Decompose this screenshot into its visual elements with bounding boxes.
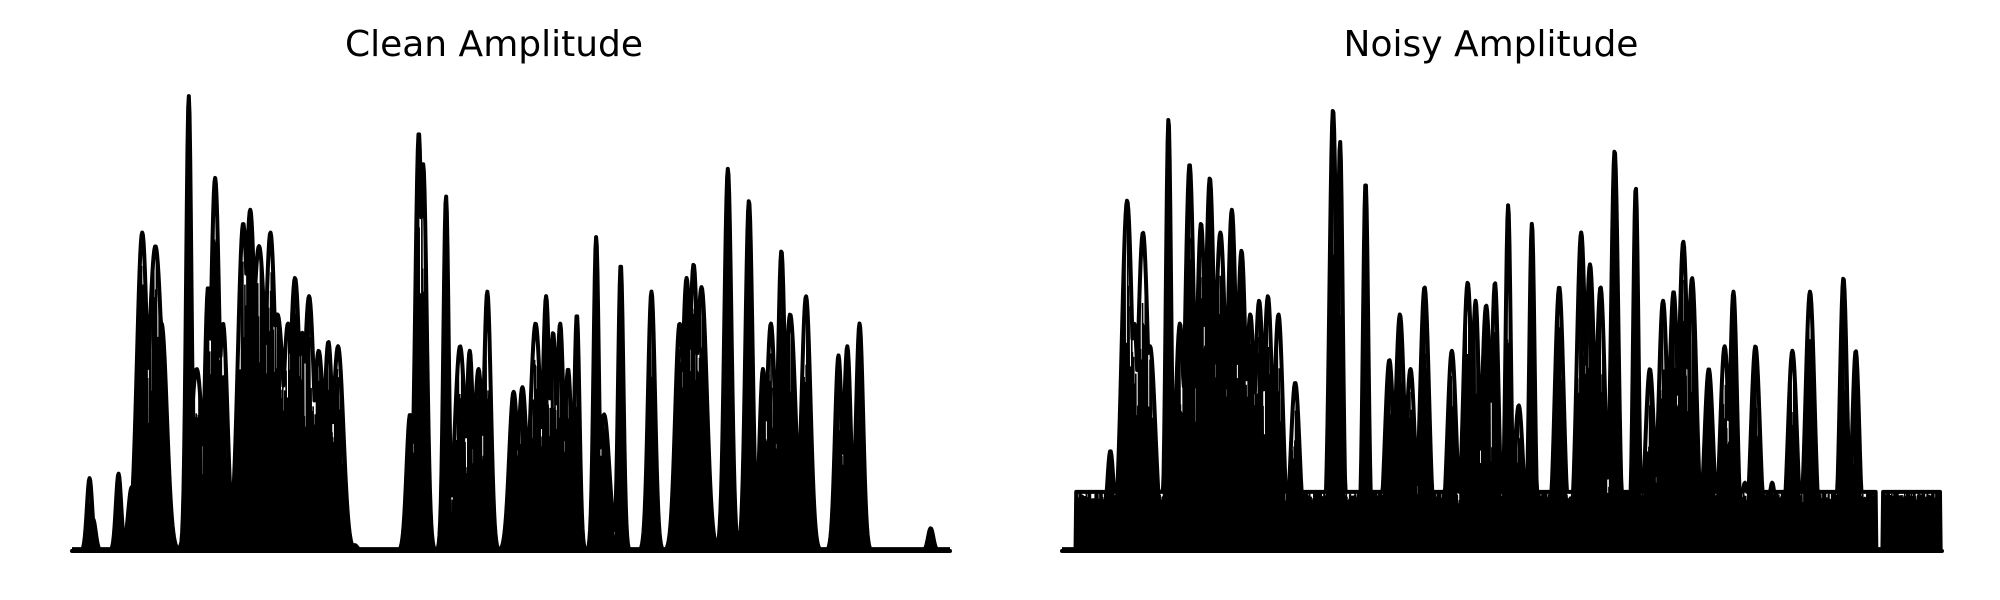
amplitude-signal-group [70, 94, 952, 553]
amplitude-line [1060, 108, 1944, 552]
noisy-amplitude-panel: Noisy Amplitude [1000, 0, 2000, 600]
noisy-amplitude-plot [1060, 108, 1944, 553]
clean-amplitude-panel: Clean Amplitude [70, 24, 952, 553]
amplitude-line [70, 94, 952, 552]
noisy-amplitude-title: Noisy Amplitude [1343, 24, 1639, 65]
amplitude-signal-group [1060, 108, 1944, 553]
amplitude-fill [71, 107, 951, 552]
amplitude-fill [1061, 113, 1943, 552]
clean-amplitude-plot [70, 94, 952, 553]
clean-amplitude-title: Clean Amplitude [344, 24, 644, 65]
